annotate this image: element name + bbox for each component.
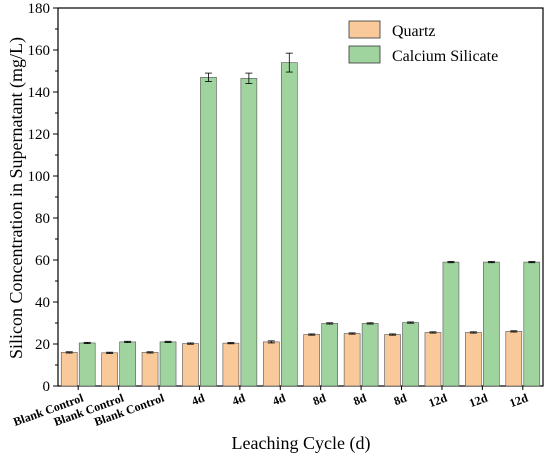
x-tick-label: 4d — [230, 391, 247, 409]
bar-calcium-silicate — [78, 342, 96, 387]
y-axis: 0 20 40 60 80 100 120 140 160 180 — [28, 1, 58, 395]
bar-quartz — [141, 352, 159, 387]
bar-calcium-silicate — [240, 78, 258, 387]
y-tick-label: 180 — [28, 1, 51, 17]
x-tick-label: 12d — [427, 391, 450, 411]
x-tick-label: 8d — [351, 391, 368, 409]
bar-quartz — [222, 342, 240, 387]
legend-swatch-calcium-silicate — [348, 45, 381, 64]
bar-calcium-silicate — [361, 323, 379, 387]
legend-label-quartz: Quartz — [392, 23, 436, 40]
bar-quartz — [262, 341, 280, 387]
bar-calcium-silicate — [523, 261, 541, 387]
bar-quartz — [101, 352, 118, 387]
bar-quartz — [303, 334, 321, 387]
bar-quartz — [424, 332, 442, 387]
bar-quartz — [465, 332, 482, 387]
y-tick-label: 100 — [28, 169, 51, 185]
legend: Quartz Calcium Silicate — [348, 20, 498, 65]
bar-calcium-silicate — [200, 77, 217, 387]
x-tick-label: 12d — [467, 391, 490, 411]
y-tick-label: 120 — [28, 127, 51, 143]
bar-calcium-silicate — [442, 261, 460, 387]
x-tick-label: 12d — [507, 391, 530, 411]
legend-label-calcium-silicate: Calcium Silicate — [392, 48, 498, 65]
legend-swatch-quartz — [348, 20, 381, 39]
y-tick-label: 40 — [35, 295, 50, 311]
bar-calcium-silicate — [159, 341, 177, 387]
x-axis-label: Leaching Cycle (d) — [232, 433, 371, 454]
y-tick-label: 80 — [35, 211, 50, 227]
x-tick-label: 8d — [392, 391, 409, 409]
y-tick-label: 20 — [35, 337, 50, 353]
bar-calcium-silicate — [321, 323, 339, 387]
x-tick-label: 4d — [271, 391, 288, 409]
x-tick-label: 8d — [311, 391, 328, 409]
y-tick-label: 140 — [28, 85, 51, 101]
bars-layer — [60, 62, 541, 387]
y-axis-label: Silicon Concentration in Supernatant (mg… — [6, 37, 27, 359]
bar-quartz — [384, 334, 401, 387]
x-tick-label: 4d — [190, 391, 207, 409]
bar-quartz — [182, 343, 199, 387]
bar-calcium-silicate — [402, 322, 419, 387]
y-tick-label: 0 — [43, 379, 51, 395]
y-tick-label: 160 — [28, 43, 51, 59]
bar-quartz — [343, 333, 361, 387]
error-bars-layer — [65, 52, 536, 354]
bar-quartz — [505, 331, 523, 387]
bar-calcium-silicate — [483, 261, 500, 387]
bar-calcium-silicate — [280, 62, 298, 387]
y-tick-label: 60 — [35, 253, 50, 269]
bar-quartz — [60, 352, 78, 387]
bar-calcium-silicate — [119, 341, 136, 387]
